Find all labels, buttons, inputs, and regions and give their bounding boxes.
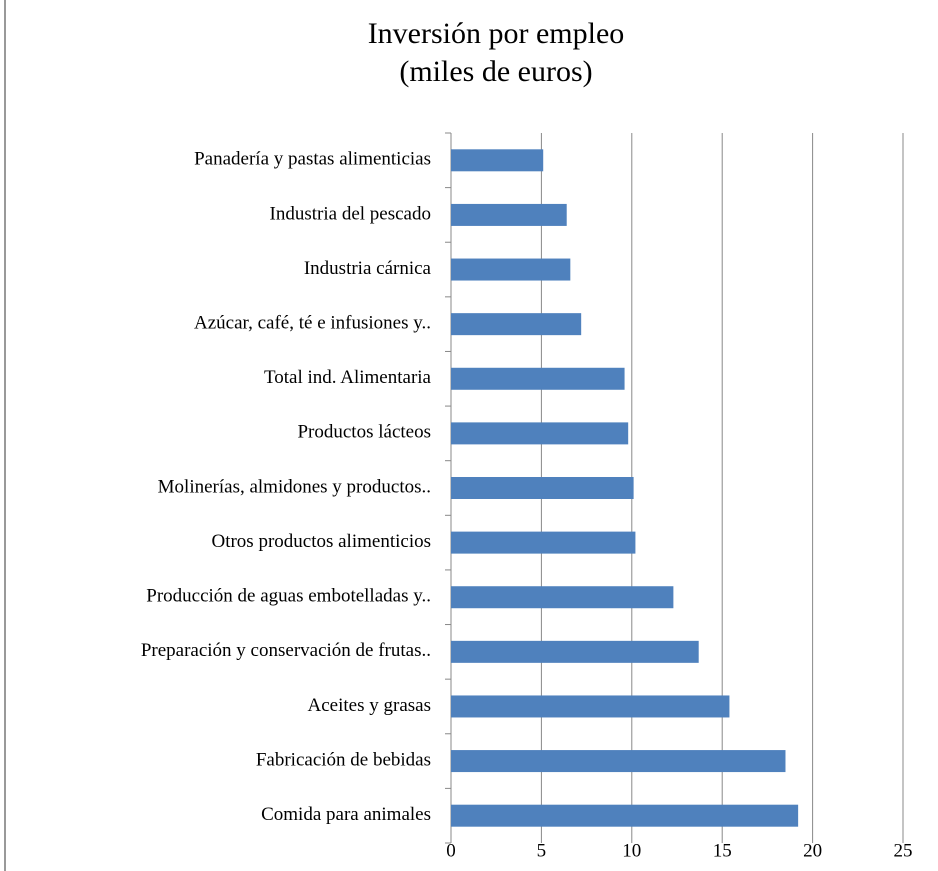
x-tick-label: 10: [622, 840, 641, 861]
chart-title: (miles de euros): [399, 55, 592, 88]
y-tick-label: Total ind. Alimentaria: [264, 367, 432, 388]
bar: [451, 422, 629, 445]
x-tick-label: 0: [446, 840, 456, 861]
x-tick-label: 15: [713, 840, 732, 861]
y-tick-label: Industria cárnica: [304, 258, 432, 279]
bar: [451, 149, 544, 172]
y-tick-label: Fabricación de bebidas: [256, 749, 431, 770]
bar: [451, 477, 634, 499]
y-tick-label: Industria del pescado: [270, 203, 431, 224]
y-tick-label: Producción de aguas embotelladas y..: [146, 586, 431, 607]
y-tick-label: Preparación y conservación de frutas..: [141, 640, 431, 661]
y-tick-label: Otros productos alimenticios: [211, 531, 431, 552]
bar: [451, 640, 699, 663]
chart-title: Inversión por empleo: [368, 17, 625, 50]
y-tick-label: Molinerías, almidones y productos..: [158, 476, 431, 497]
y-tick-label: Comida para animales: [261, 804, 431, 825]
bar: [451, 695, 730, 718]
y-tick-label: Aceites y grasas: [308, 695, 431, 716]
x-tick-label: 20: [803, 840, 822, 861]
bar: [451, 367, 625, 390]
x-tick-label: 5: [537, 840, 547, 861]
y-tick-label: Panadería y pastas alimenticias: [194, 149, 431, 170]
bar: [451, 313, 582, 336]
x-tick-label: 25: [894, 840, 913, 861]
bar: [451, 258, 571, 281]
bar: [451, 203, 567, 226]
y-tick-label: Productos lácteos: [297, 422, 431, 443]
y-tick-label: Azúcar, café, té e infusiones y..: [194, 313, 431, 334]
bar: [451, 804, 799, 827]
bar: [451, 531, 636, 554]
bar: [451, 586, 674, 609]
bar: [451, 750, 786, 773]
